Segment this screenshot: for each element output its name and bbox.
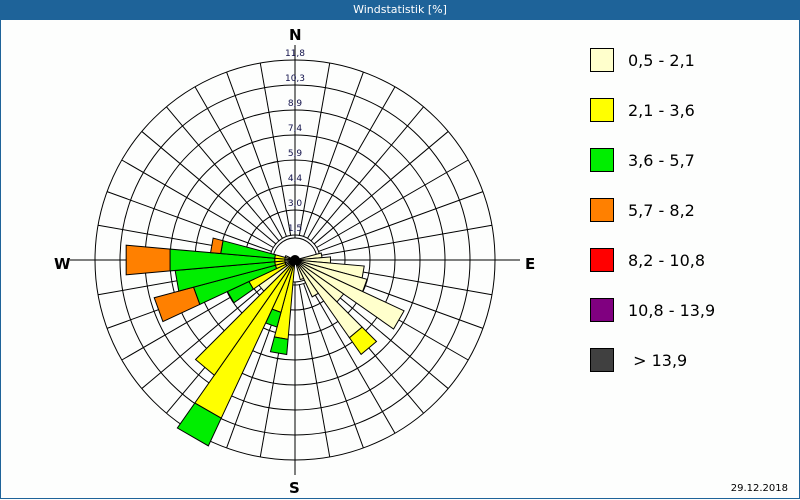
legend-swatch <box>590 348 614 372</box>
legend-label: 10,8 - 13,9 <box>628 300 716 320</box>
compass-east: E <box>525 255 536 273</box>
grid-spoke <box>259 62 292 236</box>
grid-spoke <box>141 131 277 245</box>
chart-title: Windstatistik [%] <box>0 0 800 20</box>
grid-spoke <box>319 224 493 257</box>
grid-spoke <box>226 71 287 237</box>
grid-spoke <box>303 283 364 449</box>
ring-label: 3,0 <box>288 199 303 209</box>
compass-west: W <box>54 255 71 273</box>
grid-spoke <box>141 275 277 389</box>
ring-label: 7,4 <box>288 124 303 134</box>
legend-label: 2,1 - 3,6 <box>628 100 695 120</box>
grid-spoke <box>298 62 331 236</box>
wind-sector-bar <box>209 237 224 255</box>
ring-label: 10,3 <box>285 74 305 84</box>
ring-label: 4,4 <box>288 174 303 184</box>
grid-spoke <box>298 284 331 458</box>
legend-label: 5,7 - 8,2 <box>628 200 695 220</box>
compass-north: N <box>289 26 302 44</box>
legend-item: 10,8 - 13,9 <box>590 295 715 325</box>
legend-item: > 13,9 <box>590 345 687 375</box>
legend-swatch <box>590 148 614 172</box>
legend-swatch <box>590 198 614 222</box>
grid-spoke <box>106 191 272 252</box>
wind-sector-bar <box>125 244 171 276</box>
grid-spoke <box>166 106 280 242</box>
legend-label: > 13,9 <box>628 350 688 370</box>
wind-sector-bar <box>269 336 289 356</box>
grid-spoke <box>307 86 396 239</box>
legend-swatch <box>590 298 614 322</box>
grid-spoke <box>313 131 449 245</box>
grid-spoke <box>121 159 274 248</box>
legend-item: 5,7 - 8,2 <box>590 195 695 225</box>
legend-item: 0,5 - 2,1 <box>590 45 695 75</box>
wind-sector-bar <box>294 259 305 281</box>
wind-sector-bar <box>153 286 201 323</box>
legend-label: 8,2 - 10,8 <box>628 250 706 270</box>
compass-south: S <box>289 479 300 497</box>
wind-sector-bar <box>176 402 222 447</box>
legend-item: 8,2 - 10,8 <box>590 245 705 275</box>
grid-spoke <box>303 71 364 237</box>
grid-spoke <box>194 86 283 239</box>
grid-spoke <box>307 281 396 434</box>
legend-swatch <box>590 98 614 122</box>
date-stamp: 29.12.2018 <box>730 483 788 494</box>
grid-spoke <box>316 159 469 248</box>
ring-label: 1,5 <box>288 224 302 234</box>
ring-label: 5,9 <box>288 149 303 159</box>
legend-swatch <box>590 48 614 72</box>
wind-sector-bar <box>294 259 405 330</box>
legend-swatch <box>590 248 614 272</box>
legend-label: 3,6 - 5,7 <box>628 150 695 170</box>
wind-sector-bar <box>348 326 378 356</box>
ring-label: 11,8 <box>285 49 305 59</box>
grid-spoke <box>310 106 424 242</box>
ring-label: 8,9 <box>288 99 303 109</box>
legend-item: 2,1 - 3,6 <box>590 95 695 125</box>
grid-spoke <box>318 191 484 252</box>
legend-label: 0,5 - 2,1 <box>628 50 695 70</box>
legend-item: 3,6 - 5,7 <box>590 145 695 175</box>
